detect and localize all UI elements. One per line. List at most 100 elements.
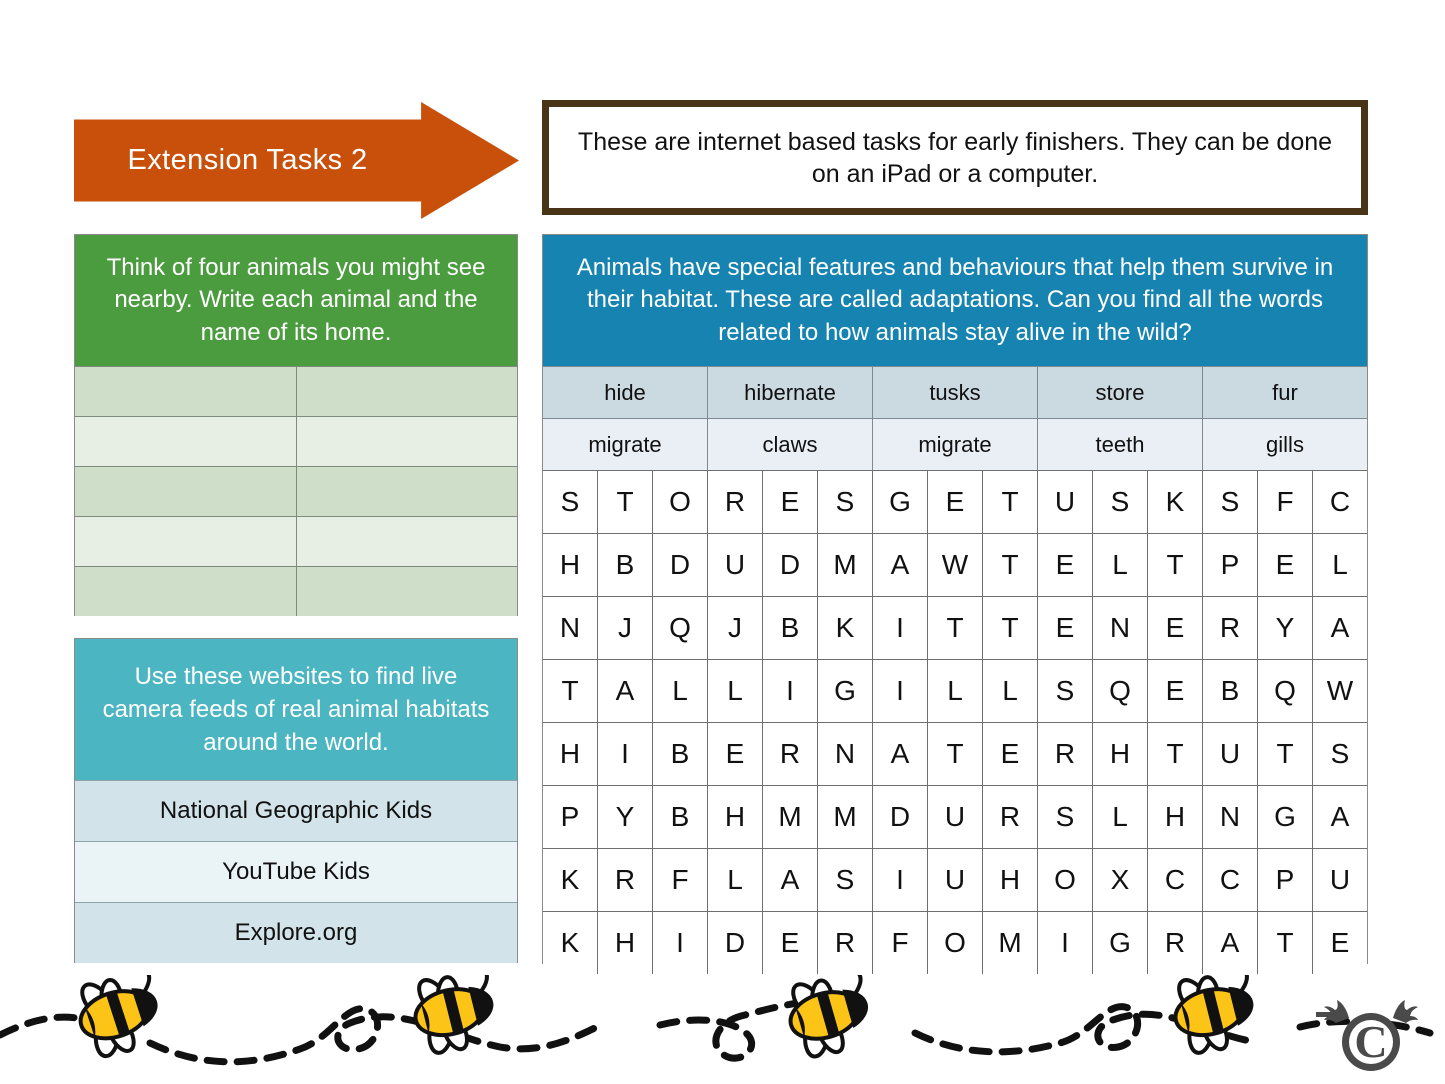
word-bank-item[interactable]: hibernate [707,367,872,418]
wordsearch-grid-cell[interactable]: K [1147,471,1202,533]
wordsearch-grid-cell[interactable]: G [872,471,927,533]
wordsearch-grid-cell[interactable]: F [652,849,707,911]
wordsearch-grid-cell[interactable]: P [1257,849,1312,911]
wordsearch-grid-cell[interactable]: E [1037,534,1092,596]
animal-home-cell[interactable] [295,417,518,466]
word-bank-item[interactable]: migrate [872,419,1037,470]
wordsearch-grid-cell[interactable]: C [1147,849,1202,911]
wordsearch-grid-cell[interactable]: K [560,927,580,958]
wordsearch-grid-cell[interactable]: Q [1092,660,1147,722]
wordsearch-grid-cell[interactable]: T [927,597,982,659]
wordsearch-grid-cell[interactable]: D [652,534,707,596]
wordsearch-grid-cell[interactable]: R [982,786,1037,848]
word-bank-item[interactable]: teeth [1037,419,1202,470]
wordsearch-grid-cell[interactable]: T [1257,912,1312,974]
wordsearch-grid-cell[interactable]: G [1092,912,1147,974]
wordsearch-grid-cell[interactable]: Q [1257,660,1312,722]
wordsearch-grid-cell[interactable]: H [1092,723,1147,785]
wordsearch-grid-cell[interactable]: T [1147,534,1202,596]
wordsearch-grid-cell[interactable]: M [817,786,872,848]
wordsearch-grid-cell[interactable]: L [707,849,762,911]
wordsearch-grid-cell[interactable]: E [1312,912,1367,974]
wordsearch-grid-cell[interactable]: A [597,660,652,722]
wordsearch-grid-cell[interactable]: I [762,660,817,722]
wordsearch-grid-cell[interactable]: X [1092,849,1147,911]
wordsearch-grid-cell[interactable]: M [817,534,872,596]
wordsearch-grid-cell[interactable]: E [927,471,982,533]
wordsearch-grid-cell[interactable]: T [597,471,652,533]
wordsearch-grid-cell[interactable]: E [762,471,817,533]
animal-home-cell[interactable] [295,567,518,616]
wordsearch-grid-cell[interactable]: U [927,786,982,848]
wordsearch-grid-cell[interactable]: E [982,723,1037,785]
wordsearch-grid-cell[interactable]: S [1202,471,1257,533]
wordsearch-grid-cell[interactable]: O [1037,849,1092,911]
wordsearch-grid-cell[interactable]: U [927,849,982,911]
wordsearch-grid-cell[interactable]: U [1202,723,1257,785]
wordsearch-grid-cell[interactable]: D [762,534,817,596]
wordsearch-grid-cell[interactable]: E [1147,597,1202,659]
wordsearch-grid-cell[interactable]: T [1147,723,1202,785]
wordsearch-grid-cell[interactable]: W [927,534,982,596]
wordsearch-grid-cell[interactable]: T [927,723,982,785]
wordsearch-grid-cell[interactable]: H [982,849,1037,911]
wordsearch-grid-cell[interactable]: G [817,660,872,722]
wordsearch-grid-cell[interactable]: I [872,849,927,911]
wordsearch-grid-cell[interactable]: E [762,912,817,974]
wordsearch-grid-cell[interactable]: E [1037,597,1092,659]
wordsearch-grid-cell[interactable]: S [1092,471,1147,533]
wordsearch-grid-cell[interactable]: E [707,723,762,785]
wordsearch-grid-cell[interactable]: L [1312,534,1367,596]
wordsearch-grid-cell[interactable]: S [817,471,872,533]
wordsearch-grid-cell[interactable]: I [1037,912,1092,974]
wordsearch-grid-cell[interactable]: C [1202,849,1257,911]
animal-name-cell[interactable] [75,367,296,416]
word-bank-item[interactable]: gills [1202,419,1367,470]
word-bank-item[interactable]: claws [707,419,872,470]
wordsearch-grid-cell[interactable]: T [982,597,1037,659]
wordsearch-grid-cell[interactable]: B [1202,660,1257,722]
animal-name-cell[interactable] [75,567,296,616]
wordsearch-grid-cell[interactable]: T [982,471,1037,533]
wordsearch-grid-cell[interactable]: R [1202,597,1257,659]
wordsearch-grid-cell[interactable]: R [1037,723,1092,785]
wordsearch-grid-cell[interactable]: N [1202,786,1257,848]
wordsearch-grid-cell[interactable]: L [707,660,762,722]
wordsearch-grid-cell[interactable]: I [872,660,927,722]
wordsearch-grid-cell[interactable]: F [872,912,927,974]
wordsearch-grid-cell[interactable]: J [707,597,762,659]
animal-name-cell[interactable] [75,417,296,466]
wordsearch-grid-cell[interactable]: A [1312,786,1367,848]
wordsearch-grid-cell[interactable]: S [817,849,872,911]
wordsearch-grid-cell[interactable]: U [1312,849,1367,911]
wordsearch-grid-cell[interactable]: B [652,786,707,848]
wordsearch-grid-cell[interactable]: Y [1257,597,1312,659]
wordsearch-grid-cell[interactable]: D [707,912,762,974]
wordsearch-grid-cell[interactable]: H [1147,786,1202,848]
wordsearch-grid-cell[interactable]: F [1257,471,1312,533]
wordsearch-grid-cell[interactable]: S [1037,660,1092,722]
wordsearch-grid-cell[interactable]: A [762,849,817,911]
wordsearch-grid-cell[interactable]: H [559,549,581,580]
wordsearch-grid-cell[interactable]: R [817,912,872,974]
wordsearch-grid-cell[interactable]: N [817,723,872,785]
wordsearch-grid-cell[interactable]: B [762,597,817,659]
wordsearch-grid-cell[interactable]: L [1092,786,1147,848]
word-bank-item[interactable]: tusks [872,367,1037,418]
wordsearch-grid-cell[interactable]: O [927,912,982,974]
wordsearch-grid-cell[interactable]: S [560,486,580,517]
wordsearch-grid-cell[interactable]: G [1257,786,1312,848]
word-bank-item[interactable]: store [1037,367,1202,418]
wordsearch-grid-cell[interactable]: R [762,723,817,785]
wordsearch-grid-cell[interactable]: A [872,534,927,596]
wordsearch-grid-cell[interactable]: B [652,723,707,785]
website-item-explore-org[interactable]: Explore.org [75,902,517,963]
animal-home-cell[interactable] [295,517,518,566]
wordsearch-grid-cell[interactable]: C [1312,471,1367,533]
wordsearch-grid-cell[interactable]: H [597,912,652,974]
website-item-youtube-kids[interactable]: YouTube Kids [75,841,517,902]
wordsearch-grid-cell[interactable]: S [1037,786,1092,848]
wordsearch-grid-cell[interactable]: P [560,801,580,832]
wordsearch-grid-cell[interactable]: E [1257,534,1312,596]
wordsearch-grid-cell[interactable]: A [1312,597,1367,659]
